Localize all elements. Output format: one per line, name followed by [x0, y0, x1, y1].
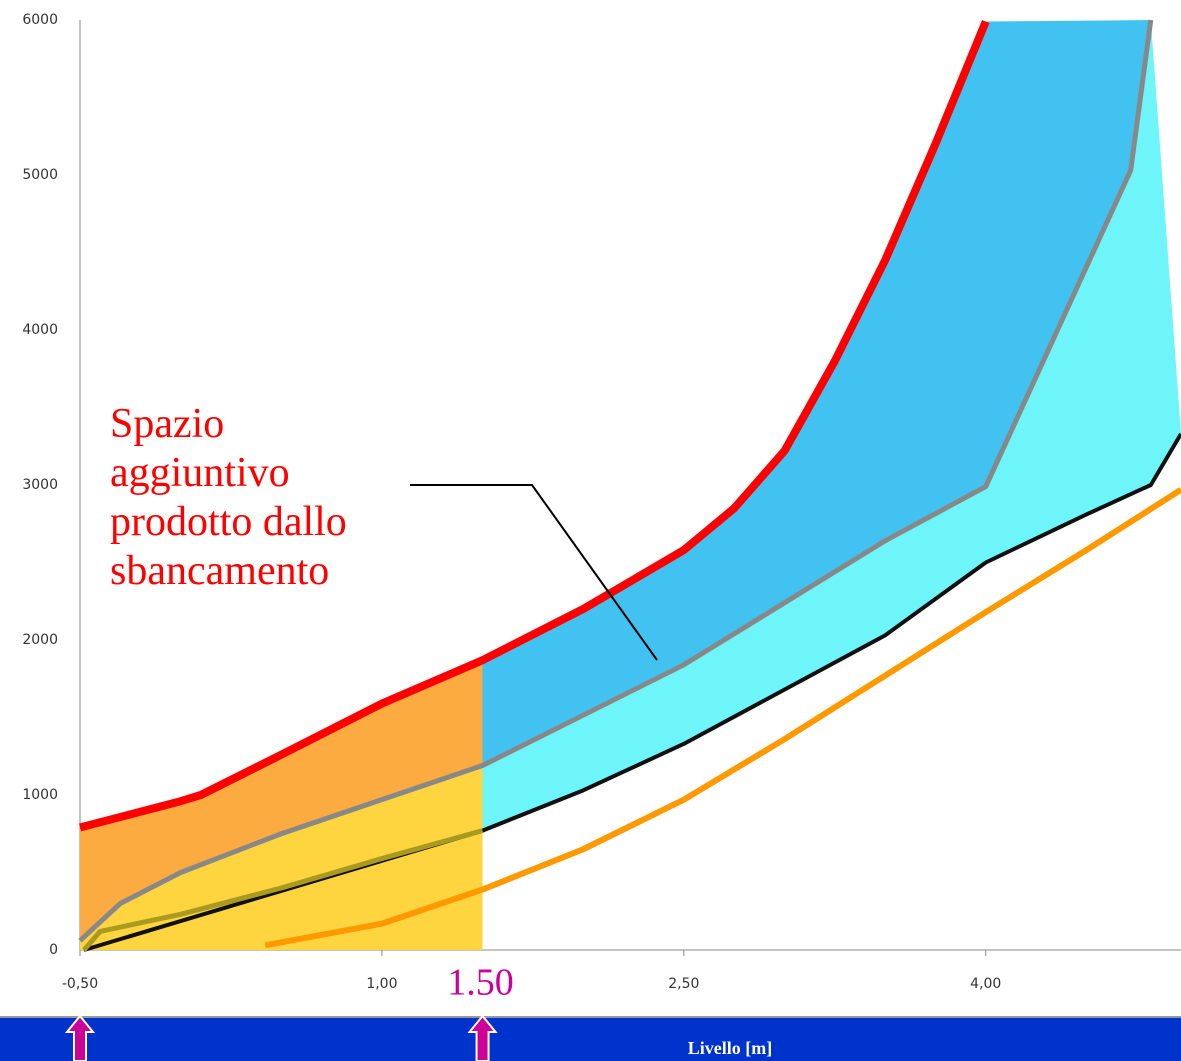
y-tick-label: 4000	[22, 322, 58, 338]
x-tick-label: 2,50	[668, 976, 699, 992]
line	[78, 19, 1154, 943]
line	[264, 487, 1181, 949]
axis-bar	[0, 1017, 1181, 1061]
x-tick-label: 4,00	[970, 976, 1001, 992]
arrow	[467, 1014, 498, 1061]
area	[482, 20, 1151, 766]
y-tick-label: 0	[49, 942, 58, 958]
y-tick-label: 1000	[22, 787, 58, 803]
line	[82, 828, 484, 952]
arrow	[64, 1014, 96, 1061]
y-tick-label: 3000	[22, 477, 58, 493]
annotation: 1.50	[447, 962, 514, 1004]
x-tick-label: 1,00	[366, 976, 397, 992]
y-tick-label: 5000	[22, 167, 58, 183]
leader-line	[410, 484, 658, 661]
annotation: Spazio aggiuntivo prodotto dallo sbancam…	[110, 401, 347, 594]
x-axis-label: Livello [m]	[688, 1038, 772, 1058]
line	[83, 432, 1181, 952]
line	[78, 20, 990, 832]
y-tick-label: 6000	[22, 12, 58, 28]
area	[80, 765, 483, 950]
x-tick-label: -0,50	[62, 976, 98, 992]
area	[482, 20, 1181, 831]
y-tick-label: 2000	[22, 632, 58, 648]
